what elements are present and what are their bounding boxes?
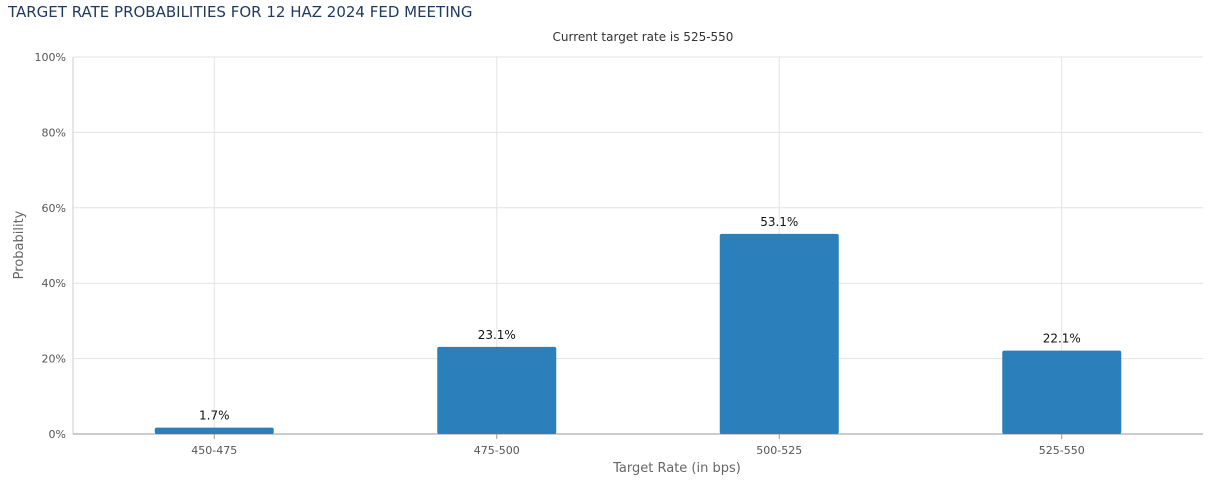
x-tick-label: 500-525 (756, 444, 802, 457)
y-axis-title: Probability (12, 210, 27, 279)
labels: 1.7% 23.1% 53.1% 22.1% (199, 215, 1081, 423)
x-tick-label: 475-500 (474, 444, 520, 457)
bar[interactable] (719, 233, 839, 434)
y-tick-label: 100% (35, 51, 66, 64)
y-tick-label: 20% (42, 353, 66, 366)
y-tick-label: 60% (42, 202, 66, 215)
bar[interactable] (437, 346, 557, 434)
bar[interactable] (154, 427, 274, 434)
y-tick-label: 0% (49, 428, 66, 441)
chart-subtitle: Current target rate is 525-550 (553, 30, 734, 44)
data-label: 1.7% (199, 409, 230, 423)
data-label: 23.1% (478, 328, 516, 342)
y-tick-label: 40% (42, 277, 66, 290)
data-label: 22.1% (1043, 332, 1081, 346)
x-axis-title: Target Rate (in bps) (612, 461, 741, 476)
x-tick-label: 525-550 (1039, 444, 1085, 457)
x-tick-label: 450-475 (191, 444, 237, 457)
chart-title: TARGET RATE PROBABILITIES FOR 12 HAZ 202… (8, 3, 473, 21)
bar[interactable] (1002, 350, 1122, 434)
y-tick-label: 80% (42, 126, 66, 139)
data-label: 53.1% (760, 215, 798, 229)
bars (154, 233, 1122, 434)
